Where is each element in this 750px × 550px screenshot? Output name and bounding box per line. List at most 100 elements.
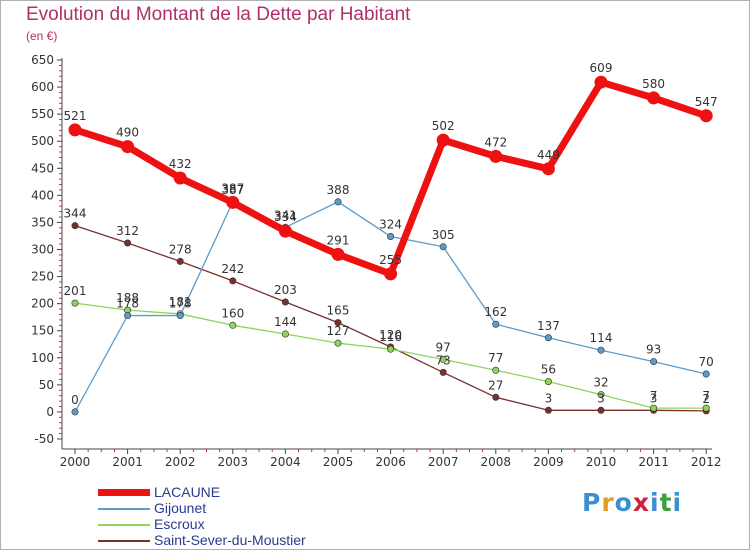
y-tick-label: 200 — [31, 297, 54, 311]
data-label-1: 388 — [327, 183, 350, 197]
data-label-0: 472 — [484, 135, 507, 149]
y-tick-label: 100 — [31, 351, 54, 365]
data-label-2: 127 — [327, 324, 350, 338]
data-label-2: 144 — [274, 315, 297, 329]
data-label-3: 3 — [597, 391, 605, 405]
y-tick-label: 500 — [31, 134, 54, 148]
data-label-1: 114 — [590, 331, 613, 345]
x-tick-label: 2010 — [586, 455, 617, 469]
x-tick-label: 2008 — [481, 455, 512, 469]
data-point-2 — [229, 321, 237, 329]
chart-unit: (en €) — [26, 29, 58, 43]
data-point-0 — [699, 109, 713, 123]
y-tick-label: 400 — [31, 188, 54, 202]
data-label-0: 521 — [64, 109, 87, 123]
data-label-0: 490 — [116, 126, 139, 140]
data-point-3 — [71, 222, 79, 230]
y-tick-label: 600 — [31, 80, 54, 94]
x-tick-label: 2011 — [638, 455, 669, 469]
data-point-2 — [597, 391, 605, 399]
data-label-0: 334 — [274, 210, 297, 224]
data-point-0 — [68, 123, 82, 137]
data-label-2: 32 — [593, 376, 608, 390]
data-label-1: 162 — [484, 305, 507, 319]
data-point-2 — [387, 345, 395, 353]
data-point-3 — [544, 406, 552, 414]
data-point-2 — [334, 339, 342, 347]
y-tick-label: 150 — [31, 324, 54, 338]
data-point-2 — [702, 404, 710, 412]
data-point-1 — [650, 358, 658, 366]
data-point-2 — [439, 355, 447, 363]
data-label-2: 7 — [650, 389, 658, 403]
x-tick-label: 2003 — [218, 455, 249, 469]
data-point-3 — [439, 368, 447, 376]
data-label-3: 242 — [221, 262, 244, 276]
data-point-2 — [71, 299, 79, 307]
data-point-0 — [647, 91, 661, 105]
data-point-1 — [439, 243, 447, 251]
data-label-0: 387 — [221, 181, 244, 195]
legend-label-gijounet: Gijounet — [154, 500, 207, 516]
x-tick-label: 2000 — [60, 455, 91, 469]
data-label-1: 137 — [537, 319, 560, 333]
data-label-1: 387 — [221, 183, 244, 197]
y-tick-label: 550 — [31, 107, 54, 121]
data-label-1: 305 — [432, 228, 455, 242]
data-label-3: 2 — [702, 392, 710, 406]
data-point-0 — [226, 195, 240, 209]
logo-letter: t — [659, 488, 673, 517]
legend-label-saint-sever: Saint-Sever-du-Moustier — [154, 532, 306, 548]
logo-letter: i — [672, 488, 683, 517]
data-point-0 — [436, 133, 450, 147]
data-point-2 — [650, 404, 658, 412]
data-point-1 — [124, 312, 132, 320]
data-point-1 — [597, 346, 605, 354]
data-label-3: 312 — [116, 224, 139, 238]
x-tick-label: 2002 — [165, 455, 196, 469]
data-label-1: 341 — [274, 208, 297, 222]
data-label-2: 160 — [221, 306, 244, 320]
series-line-2 — [74, 302, 707, 409]
data-point-3 — [124, 239, 132, 247]
logo-letter: o — [614, 488, 633, 517]
data-label-3: 278 — [169, 242, 192, 256]
y-tick-label: 300 — [31, 243, 54, 257]
y-tick-label: 250 — [31, 270, 54, 284]
data-label-2: 116 — [379, 330, 402, 344]
legend-swatch-escroux — [98, 524, 150, 526]
x-tick-label: 2009 — [533, 455, 564, 469]
legend-swatch-gijounet — [98, 508, 150, 510]
data-label-3: 3 — [545, 391, 553, 405]
data-point-3 — [492, 393, 500, 401]
data-point-3 — [229, 277, 237, 285]
y-tick-label: 650 — [31, 53, 54, 67]
data-point-0 — [594, 75, 608, 89]
y-tick-label: 50 — [39, 378, 54, 392]
y-tick-label: 0 — [46, 405, 54, 419]
data-label-3: 165 — [327, 304, 350, 318]
data-point-0 — [541, 162, 555, 176]
data-label-1: 324 — [379, 218, 402, 232]
logo-letter: P — [582, 488, 602, 517]
logo-letter: x — [632, 488, 650, 517]
x-tick-label: 2004 — [270, 455, 301, 469]
data-label-1: 0 — [71, 393, 79, 407]
logo-letter: i — [650, 488, 660, 517]
x-tick-label: 2005 — [323, 455, 354, 469]
data-point-2 — [544, 378, 552, 386]
data-label-0: 580 — [642, 77, 665, 91]
x-tick-label: 2012 — [691, 455, 722, 469]
data-label-2: 188 — [116, 291, 139, 305]
data-point-1 — [492, 320, 500, 328]
legend-swatch-lacaune — [98, 489, 150, 496]
data-point-3 — [597, 406, 605, 414]
data-point-1 — [71, 408, 79, 416]
data-label-1: 178 — [169, 297, 192, 311]
data-point-3 — [281, 298, 289, 306]
data-label-2: 7 — [702, 389, 710, 403]
x-tick-label: 2006 — [375, 455, 406, 469]
data-label-2: 77 — [488, 351, 503, 365]
data-label-3: 27 — [488, 378, 503, 392]
